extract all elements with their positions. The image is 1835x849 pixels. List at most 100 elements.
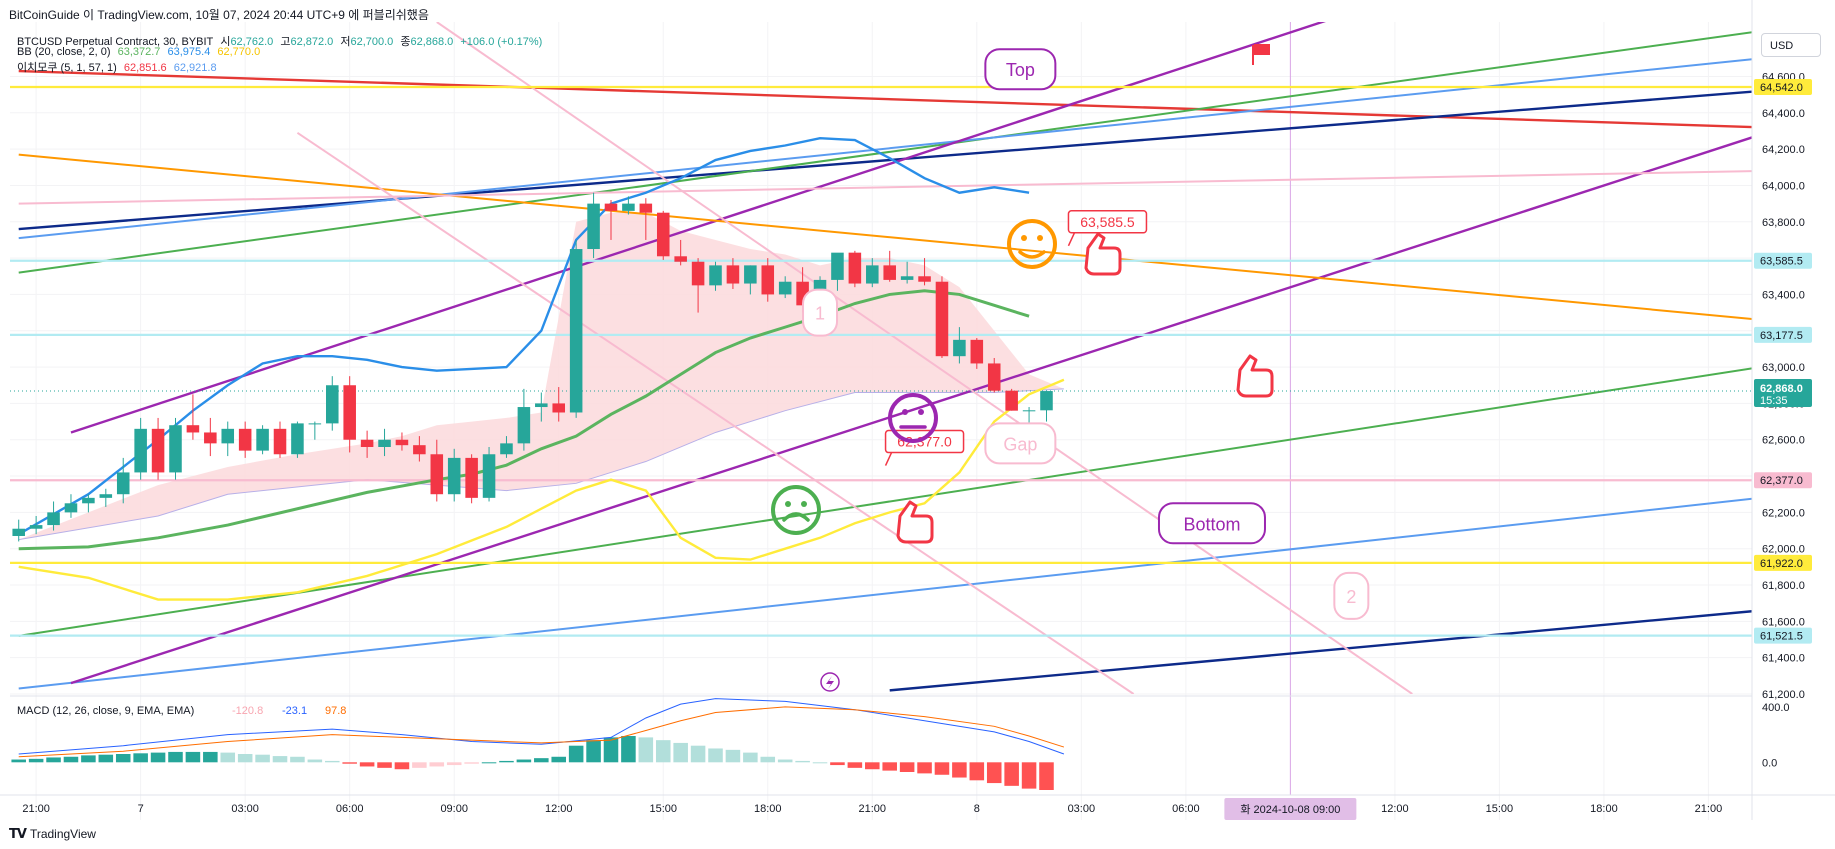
bb-legend[interactable]: BB (20, close, 2, 0) 63,372.7 63,975.4 6… — [17, 46, 264, 58]
price-label-badge — [1754, 472, 1812, 489]
macd-hist-bar — [499, 760, 514, 763]
macd-hist-bar — [28, 758, 44, 763]
annotation-text: Top — [1006, 60, 1035, 80]
navy-upper — [18, 90, 1752, 231]
candle — [935, 281, 949, 357]
annotation-callout: Gap — [984, 422, 1057, 465]
annotation-pointer — [884, 452, 893, 466]
candle — [866, 265, 879, 284]
macd-hist-bar — [342, 762, 357, 764]
candle — [726, 265, 740, 284]
last-price-text: 62,868.0 — [1760, 383, 1803, 395]
macd-pane: MACD (12, 26, close, 9, EMA, EMA) -120.8 -… — [10, 695, 1752, 790]
macd-hist-bar — [690, 745, 706, 763]
macd-hist-bar — [46, 757, 61, 763]
annotation-bubble — [802, 288, 839, 337]
candle — [970, 339, 984, 364]
candle — [1005, 390, 1018, 411]
price-tick-label: 64,400.0 — [1762, 108, 1805, 120]
time-tick-label: 12:00 — [1381, 803, 1409, 815]
macd-hist-bar — [865, 762, 880, 770]
macd-hist-bar — [1039, 762, 1054, 790]
candle — [674, 256, 687, 262]
currency-button[interactable]: USD — [1761, 33, 1821, 57]
candle — [987, 363, 1001, 391]
candle — [778, 281, 792, 295]
sad-face-icon-eye — [785, 501, 791, 507]
ichimoku-legend[interactable]: 이치모쿠 (5, 1, 57, 1) 62,851.6 62,921.8 — [17, 59, 221, 75]
candle — [709, 265, 722, 286]
annotation-text: 2 — [1346, 587, 1356, 607]
smiley-icon-mouth — [1018, 250, 1046, 259]
macd-value: 97.8 — [325, 705, 346, 717]
pointing-hand-icon — [1084, 232, 1122, 276]
candle — [656, 212, 670, 257]
navy-lower — [889, 610, 1752, 692]
annotation-text: 62,377.0 — [897, 434, 952, 450]
candle — [343, 385, 356, 440]
price-tick-label: 62,600.0 — [1762, 435, 1805, 447]
macd-hist-bar — [185, 751, 201, 763]
blue-upper — [18, 58, 1752, 240]
crosshair-time-badge — [1224, 798, 1357, 820]
candle — [639, 203, 653, 213]
candle — [186, 425, 200, 433]
macd-hist-bar — [812, 762, 828, 764]
macd-hist-bar — [115, 754, 131, 763]
annotation-text: 63,585.5 — [1080, 214, 1135, 230]
annotation-callout: 63,585.5 — [1067, 210, 1148, 247]
macd-hist-bar — [743, 752, 758, 763]
candle — [29, 525, 43, 529]
price-label-badge — [1754, 79, 1812, 96]
macd-hist-bar — [394, 762, 410, 770]
ohlc-low: 저62,700.0 — [340, 36, 394, 48]
neutral-face-icon-circle — [888, 393, 938, 443]
bb-basis-value: 63,372.7 — [117, 46, 161, 58]
time-tick-label: 12:00 — [545, 803, 573, 815]
price-tick-label: 61,600.0 — [1762, 616, 1805, 628]
ichimoku-a-value: 62,851.6 — [123, 62, 167, 74]
candle — [430, 454, 444, 495]
red-resistance — [18, 69, 1752, 129]
tradingview-footer[interactable]: 𝗧𝗩 TradingView — [9, 826, 96, 842]
tradingview-logo-icon: 𝗧𝗩 — [9, 826, 27, 841]
candle — [291, 423, 304, 455]
macd-hist-bar — [847, 762, 863, 768]
annotation-box — [884, 429, 965, 454]
macd-hist-bar — [464, 762, 479, 764]
macd-hist-bar — [377, 762, 392, 768]
axes: 61,200.0 61,400.0 61,600.0 61,800.0 62,000.0… — [0, 0, 1835, 820]
candle — [308, 423, 322, 425]
price-tick-label: 61,800.0 — [1762, 580, 1805, 592]
time-tick-label: 06:00 — [336, 803, 364, 815]
annotation-bubble — [984, 48, 1057, 91]
candle — [221, 428, 235, 444]
macd-hist-bar — [986, 762, 1002, 784]
candle — [831, 252, 844, 280]
annotation-bubble — [984, 422, 1057, 465]
macd-hist-bar — [446, 762, 462, 766]
price-label-text: 63,177.5 — [1760, 330, 1803, 342]
candle — [169, 425, 182, 473]
ohlc-high: 고62,872.0 — [280, 36, 334, 48]
macd-hist-bar — [568, 745, 584, 763]
smiley-icon-eye — [1021, 235, 1027, 241]
price-tick-label: 62,200.0 — [1762, 507, 1805, 519]
macd-hist-bar — [150, 752, 166, 763]
blue-lower — [18, 497, 1752, 690]
macd-hist-bar — [1004, 762, 1019, 786]
ichimoku-span-b — [18, 388, 1064, 541]
pointing-hand-icon-shape — [896, 500, 934, 544]
macd-hist-bar — [516, 759, 532, 763]
candle — [256, 428, 269, 451]
macd-tick-label: 400.0 — [1762, 702, 1790, 714]
price-label-badge — [1754, 252, 1812, 269]
neutral-face-icon — [888, 393, 938, 443]
annotation-callout: 62,377.0 — [884, 429, 965, 466]
pointing-hand-icon-shape — [1236, 354, 1274, 398]
candle — [273, 428, 287, 455]
macd-hist-bar — [969, 762, 985, 781]
bb-upper-value: 63,975.4 — [167, 46, 211, 58]
macd-hist-bar — [359, 762, 375, 767]
